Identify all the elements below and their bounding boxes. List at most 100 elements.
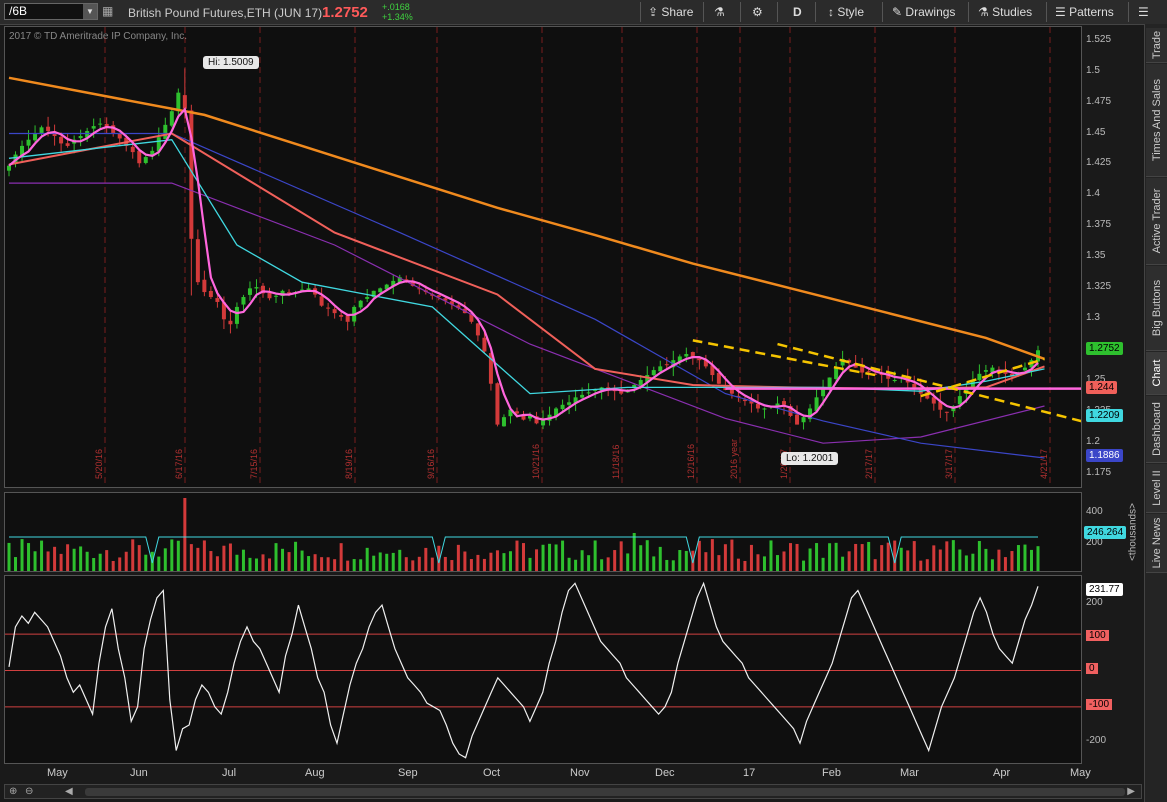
side-tab-dashboard[interactable]: Dashboard xyxy=(1146,396,1167,463)
menu-icon[interactable]: ☰ xyxy=(1138,5,1149,19)
cci-pane[interactable] xyxy=(4,575,1082,764)
candle xyxy=(860,366,865,373)
side-tab-active-trader[interactable]: Active Trader xyxy=(1146,178,1167,265)
scroll-thumb[interactable] xyxy=(85,788,1125,796)
volume-bar xyxy=(378,552,382,571)
volume-bar xyxy=(860,544,864,571)
volume-bar xyxy=(958,549,962,571)
volume-bar xyxy=(671,560,675,571)
volume-bar xyxy=(53,546,57,571)
cci-level-minus100: -100 xyxy=(1086,699,1113,710)
volume-bar xyxy=(613,550,617,571)
volume-bar xyxy=(1016,545,1020,571)
drawings-button[interactable]: ✎ Drawings xyxy=(892,3,955,21)
volume-bar xyxy=(834,542,838,571)
volume-bar xyxy=(1036,546,1040,571)
side-tab-times-and-sales[interactable]: Times And Sales xyxy=(1146,64,1167,177)
volume-bar xyxy=(971,553,975,571)
volume-bar xyxy=(756,554,760,571)
volume-bar xyxy=(482,558,486,571)
share-button[interactable]: ⇪ Share xyxy=(648,3,693,21)
volume-bar xyxy=(1010,551,1014,571)
patterns-icon: ☰ xyxy=(1055,5,1066,19)
volume-bar xyxy=(66,544,70,571)
zoom-icon[interactable]: ⊕ xyxy=(9,786,18,797)
candle xyxy=(332,309,337,314)
flask-icon[interactable]: ⚗ xyxy=(714,5,725,19)
candle xyxy=(287,292,292,294)
candle xyxy=(729,389,734,394)
date-marker-label: 2016 year xyxy=(729,439,739,479)
candle xyxy=(319,296,324,306)
volume-bar xyxy=(33,551,37,571)
divider xyxy=(1046,2,1047,22)
date-marker-label: 5/20/16 xyxy=(94,449,104,479)
studies-button[interactable]: ⚗ Studies xyxy=(978,3,1032,21)
candle xyxy=(391,280,396,287)
candle xyxy=(104,123,109,128)
trendline-lower xyxy=(920,357,1045,398)
price-tick: 1.4 xyxy=(1086,188,1100,200)
symbol-input[interactable]: /6B ▼ xyxy=(4,3,98,20)
volume-average-line xyxy=(9,536,1038,564)
volume-bar xyxy=(450,560,454,571)
volume-bar xyxy=(404,557,408,571)
divider xyxy=(968,2,969,22)
chevron-right-icon[interactable]: ▶ xyxy=(1127,786,1135,797)
candle xyxy=(677,356,682,362)
volume-bar xyxy=(300,550,304,571)
volume-bar xyxy=(841,556,845,571)
price-pane[interactable]: 5/20/16 6/17/16 7/15/16 8/19/16 9/16/16 10/21… xyxy=(4,26,1082,488)
flask-icon: ⚗ xyxy=(978,5,989,19)
patterns-button[interactable]: ☰ Patterns xyxy=(1055,3,1114,21)
side-tab-level-ii[interactable]: Level II xyxy=(1146,464,1167,513)
candle xyxy=(46,126,51,132)
candle xyxy=(156,137,161,152)
side-tabs: Trade Times And Sales Active Trader Big But… xyxy=(1144,24,1167,802)
volume-bar xyxy=(359,559,363,571)
volume-bar xyxy=(254,558,258,571)
candle xyxy=(528,415,533,419)
candle xyxy=(260,285,265,294)
candle xyxy=(358,300,363,308)
volume-bar xyxy=(98,553,102,571)
candle xyxy=(410,280,415,286)
side-tab-live-news[interactable]: Live News xyxy=(1146,514,1167,573)
volume-bar xyxy=(886,542,890,571)
chevron-down-icon[interactable]: ▼ xyxy=(83,4,97,19)
month-label: Aug xyxy=(305,767,325,779)
time-scrollbar[interactable]: ⊕ ⊖ ◀ ▶ xyxy=(4,784,1142,799)
volume-bar xyxy=(502,553,506,571)
side-tab-chart[interactable]: Chart xyxy=(1146,352,1167,395)
candle xyxy=(514,411,519,414)
cci-level-0: 0 xyxy=(1086,663,1098,674)
low-label: Lo: 1.2001 xyxy=(781,452,839,465)
gear-icon[interactable]: ⚙ xyxy=(752,5,763,19)
net-change: +.0168 xyxy=(382,2,410,12)
aggregation-button[interactable]: D xyxy=(793,5,802,19)
date-marker-label: 4/21/17 xyxy=(1039,449,1049,479)
date-marker-label: 6/17/16 xyxy=(174,449,184,479)
volume-bar xyxy=(697,540,701,571)
zoom-out-icon[interactable]: ⊖ xyxy=(25,786,34,797)
volume-bar xyxy=(795,543,799,571)
candle xyxy=(208,290,213,298)
side-tab-trade[interactable]: Trade xyxy=(1146,28,1167,63)
price-tick: 1.3 xyxy=(1086,312,1100,324)
candle xyxy=(215,298,220,302)
candle xyxy=(195,239,200,283)
volume-bar xyxy=(977,541,981,571)
candle xyxy=(501,417,506,427)
style-button[interactable]: ↕ Style xyxy=(828,3,864,21)
date-marker-label: 7/15/16 xyxy=(249,449,259,479)
trendline-down xyxy=(777,342,1081,423)
candle xyxy=(397,277,402,283)
price-axis: 1.525 1.5 1.475 1.45 1.425 1.4 1.375 1.35 1.325 1… xyxy=(1084,26,1142,488)
side-tab-big-buttons[interactable]: Big Buttons xyxy=(1146,266,1167,351)
volume-bar xyxy=(912,541,916,571)
percent-change: +1.34% xyxy=(382,12,413,22)
link-icon[interactable]: ▦ xyxy=(102,4,114,18)
volume-pane[interactable] xyxy=(4,492,1082,572)
chevron-left-icon[interactable]: ◀ xyxy=(65,786,73,797)
candle xyxy=(91,126,96,129)
